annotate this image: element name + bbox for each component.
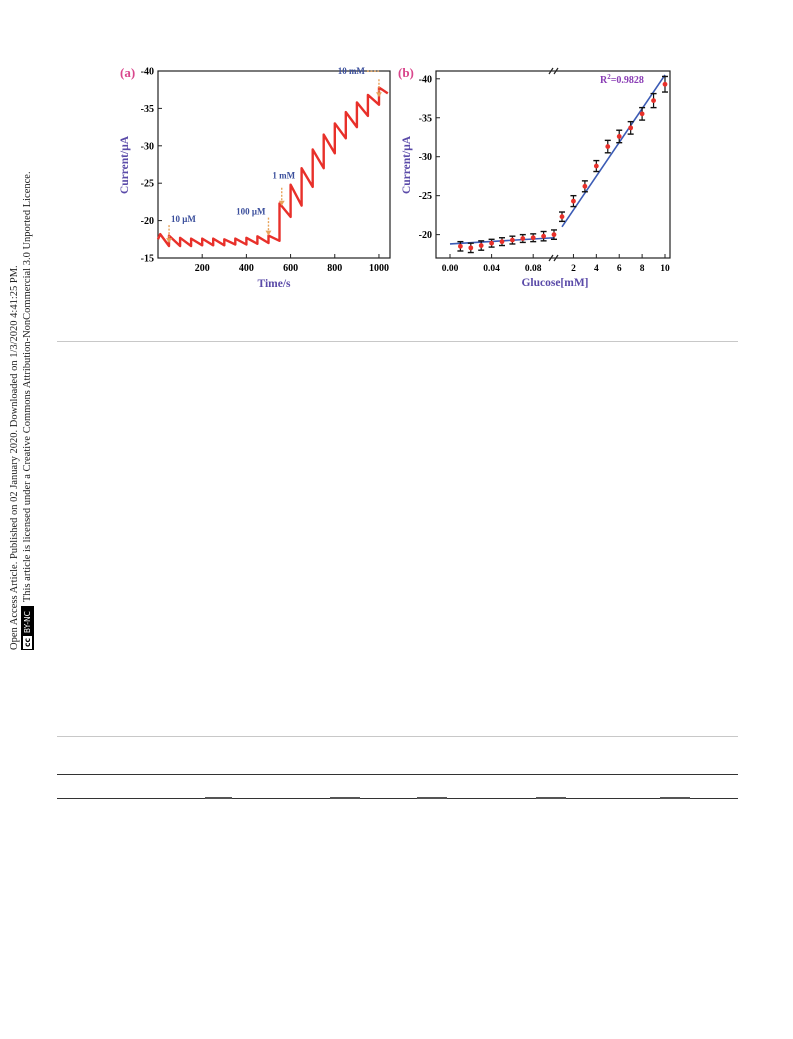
y-tick-label-b: -35 [419,113,432,124]
data-point [530,235,536,241]
table-cell-mark [536,797,566,799]
current-trace [156,86,389,248]
y-axis-title-b: Current/μA [401,135,413,194]
data-point [605,144,611,149]
x-axis-title-a: Time/s [257,278,291,290]
plot-frame-a [157,70,391,259]
x-tick-label-a: 800 [327,263,342,274]
cc-license-badge[interactable]: cc BY-NC [21,606,35,650]
chart-a: (a) -40-35-30-25-20-15 200 400 600 800 1000 … [119,65,391,290]
x-tick-label-b: 8 [640,264,645,274]
y-tick-label-a: -40 [141,67,154,78]
cc-badge-text: BY-NC [23,611,33,634]
figure-separator-top [57,341,738,342]
x-tick-label-b: 10 [660,264,670,274]
plot-frame-b [435,70,671,259]
data-point [551,232,557,238]
chart-b: (b) -40 -35 -30 -25 -20 0.00 0.04 0.08 2 4 6 8 10 R… [398,65,671,289]
data-point [468,245,474,251]
table-separator-light [57,736,738,737]
data-point [628,125,634,131]
data-point [559,214,565,220]
table-cell-mark [417,797,447,799]
r-squared-label: R2=0.9828 [600,73,644,86]
annotation-label: 10 mM [338,66,366,76]
x-axis-title-b: Glucose[mM] [521,277,588,289]
annotation-arrowhead [166,238,173,244]
x-tick-label-b: 0.04 [483,264,500,274]
table-rule-bottom [57,798,738,799]
x-tick-label-b: 0.08 [525,264,542,274]
y-tick-label-a: -20 [141,216,154,227]
license-notice: Open Access Article. Published on 02 Jan… [8,90,38,650]
y-tick-label-a: -30 [141,141,154,152]
panel-label-a: (a) [120,65,135,80]
y-tick-label-a: -15 [141,254,154,265]
data-point [593,163,599,169]
x-tick-label-b: 0.00 [442,264,459,274]
data-point [458,243,463,249]
annotation-arrowhead [278,200,285,206]
table-cell-mark [660,797,690,799]
annotation-arrowhead [265,230,272,236]
x-tick-label-a: 1000 [369,263,389,274]
cc-icon: cc [23,636,33,649]
data-point [639,111,645,117]
data-point [520,236,526,241]
y-tick-label-b: -20 [419,230,432,241]
annotation-arrowhead [375,92,382,98]
x-tick-label-a: 400 [239,263,254,274]
fit-line-high [561,74,666,228]
table-rule-top [57,774,738,775]
data-point [662,81,668,87]
x-tick-label-b: 6 [617,264,622,274]
x-tick-label-a: 600 [283,263,298,274]
published-line: Open Access Article. Published on 02 Jan… [9,265,20,650]
data-point [489,240,494,246]
data-point [571,198,576,204]
x-tick-label-a: 200 [195,263,210,274]
data-point [616,134,622,139]
data-point [541,233,546,239]
table-cell-mark [330,797,360,799]
y-tick-label-a: -25 [141,179,154,190]
annotation-label: 10 μM [171,214,196,224]
data-point [651,98,656,104]
panel-label-b: (b) [398,65,414,80]
axis-break-marks [548,67,559,262]
data-point [499,239,505,245]
table-cell-mark [205,797,232,799]
data-point [478,243,484,248]
data-point [582,183,588,189]
annotation-label: 100 μM [236,207,266,217]
x-tick-label-b: 4 [594,264,599,274]
x-tick-label-b: 2 [571,264,576,274]
y-tick-label-b: -25 [419,191,432,202]
y-axis-title-a: Current/μA [119,135,131,194]
license-line: This article is licensed under a Creativ… [22,171,33,603]
y-tick-label-a: -35 [141,104,154,115]
annotation-label: 1 mM [272,171,295,181]
data-point [510,237,515,243]
y-tick-label-b: -30 [419,152,432,163]
y-tick-label-b: -40 [419,74,432,85]
